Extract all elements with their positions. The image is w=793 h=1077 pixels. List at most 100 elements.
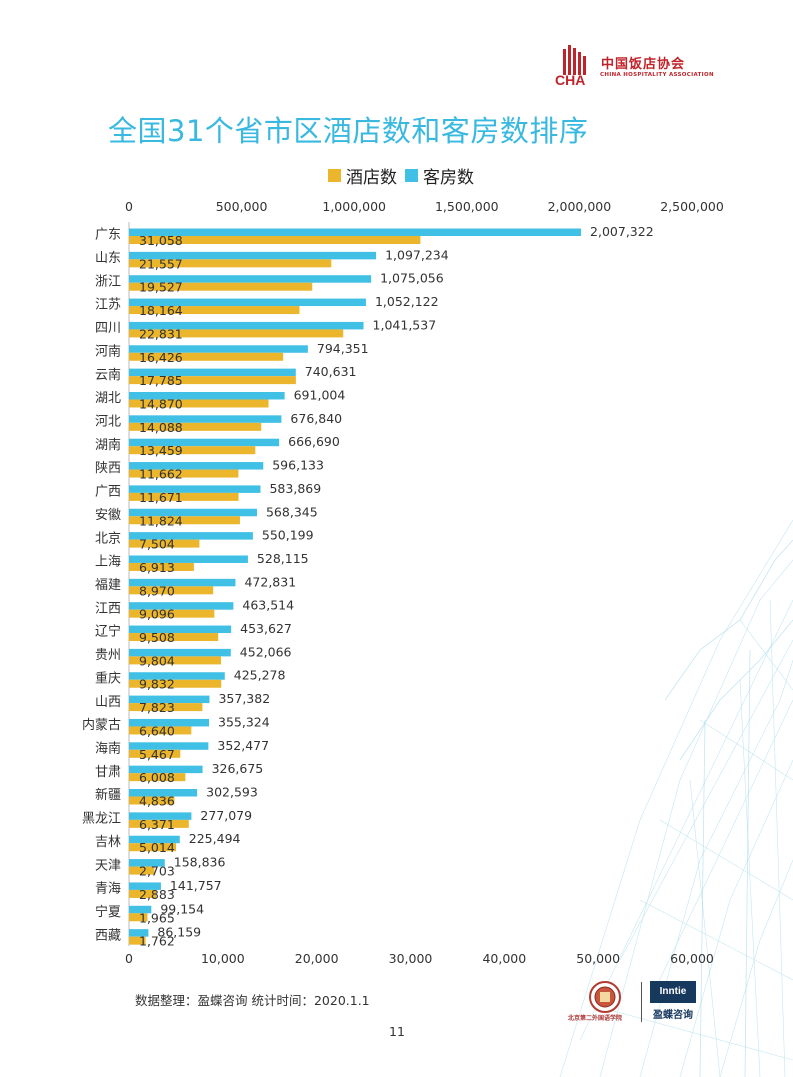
- rooms-bar: [129, 789, 198, 797]
- hotels-value-label: 2,703: [139, 864, 175, 879]
- hotels-value-label: 9,508: [139, 630, 175, 645]
- rooms-bar: [129, 415, 282, 423]
- category-label: 湖南: [95, 437, 121, 453]
- hotels-value-label: 5,467: [139, 747, 175, 762]
- category-label: 新疆: [95, 787, 121, 803]
- rooms-bar: [129, 859, 165, 867]
- hotels-value-label: 17,785: [139, 373, 183, 388]
- category-label: 福建: [95, 578, 121, 593]
- rooms-bar: [129, 929, 149, 937]
- rooms-bar: [129, 672, 225, 680]
- hotels-bar: [129, 609, 215, 618]
- inntie-logo: Inntie: [650, 981, 696, 1003]
- category-label: 安徽: [95, 508, 121, 523]
- hotels-bar: [129, 913, 148, 922]
- rooms-value-label: 1,097,234: [385, 247, 449, 262]
- category-label: 江苏: [95, 297, 121, 313]
- category-label: 广西: [95, 485, 121, 500]
- hotels-bar: [129, 259, 332, 268]
- hotels-value-label: 6,008: [139, 770, 175, 785]
- rooms-bar: [129, 228, 582, 236]
- rooms-value-label: 352,477: [217, 738, 269, 753]
- rooms-value-label: 141,757: [170, 878, 222, 893]
- rooms-bar: [129, 438, 280, 447]
- hotels-value-label: 14,088: [139, 420, 183, 435]
- hotels-bar: [129, 796, 175, 805]
- rooms-value-label: 355,324: [218, 714, 270, 729]
- bottom-axis-tick-label: 30,000: [389, 951, 433, 966]
- bottom-axis-tick-label: 40,000: [482, 951, 526, 966]
- rooms-bar: [129, 275, 372, 283]
- hotels-value-label: 18,164: [139, 303, 183, 318]
- hotels-bar: [129, 469, 239, 478]
- top-axis-tick-label: 1,000,000: [322, 199, 386, 214]
- category-label: 云南: [95, 367, 121, 383]
- bottom-axis-tick-label: 50,000: [576, 951, 620, 966]
- category-label: 广东: [95, 228, 121, 243]
- hotels-value-label: 6,913: [139, 560, 175, 575]
- category-label: 上海: [95, 555, 121, 570]
- hotels-value-label: 8,970: [139, 583, 175, 598]
- hotels-value-label: 2,883: [139, 887, 175, 902]
- rooms-value-label: 794,351: [317, 341, 369, 356]
- hotels-bar: [129, 446, 256, 455]
- top-axis-tick-label: 2,000,000: [548, 199, 612, 214]
- legend-item-rooms: 客房数: [405, 163, 474, 188]
- rooms-bar: [129, 882, 161, 890]
- hotels-bar: [129, 329, 344, 338]
- hotels-value-label: 1,965: [139, 910, 175, 925]
- hotels-value-label: 6,371: [139, 817, 175, 832]
- rooms-value-label: 225,494: [189, 831, 241, 846]
- hotels-value-label: 11,824: [139, 513, 183, 528]
- rooms-value-label: 326,675: [212, 761, 264, 776]
- hotels-value-label: 9,804: [139, 653, 175, 668]
- rooms-bar: [129, 742, 209, 750]
- category-label: 辽宁: [95, 624, 121, 640]
- rooms-value-label: 596,133: [272, 458, 324, 473]
- category-label: 湖北: [95, 391, 121, 406]
- category-label: 河南: [95, 343, 121, 359]
- hotels-value-label: 1,762: [139, 934, 175, 949]
- rooms-value-label: 277,079: [200, 808, 252, 823]
- hotels-bar: [129, 633, 219, 642]
- category-label: 四川: [95, 321, 121, 336]
- org-name-en: CHINA HOSPITALITY ASSOCIATION: [600, 72, 714, 78]
- rooms-value-label: 472,831: [244, 574, 296, 589]
- hotels-bar: [129, 236, 421, 244]
- hotels-value-label: 4,836: [139, 794, 175, 809]
- hotels-bar: [129, 936, 146, 945]
- category-label: 北京: [95, 531, 121, 546]
- cha-logo-icon: CHA: [555, 45, 586, 87]
- category-label: 海南: [95, 740, 121, 756]
- hotels-value-label: 19,527: [139, 280, 183, 295]
- hotels-bar: [129, 492, 239, 501]
- rooms-value-label: 1,052,122: [375, 294, 439, 309]
- rooms-value-label: 452,066: [240, 644, 292, 659]
- rooms-bar: [129, 368, 296, 377]
- academy-name: 北京第二外国语学院: [568, 1015, 623, 1022]
- hotels-value-label: 21,557: [139, 256, 183, 271]
- rooms-bar: [129, 485, 261, 493]
- rooms-value-label: 528,115: [257, 551, 309, 566]
- logo-divider: [641, 982, 642, 1022]
- hotels-value-label: 11,662: [139, 467, 183, 482]
- rooms-bar: [129, 835, 180, 844]
- rooms-value-label: 453,627: [240, 621, 292, 636]
- hotels-bar: [129, 586, 214, 595]
- category-label: 河北: [95, 415, 121, 430]
- hotels-value-label: 6,640: [139, 723, 175, 738]
- hotels-value-label: 13,459: [139, 443, 183, 458]
- rooms-bar: [129, 905, 152, 914]
- rooms-value-label: 158,836: [174, 855, 226, 870]
- partner-name: 盈蝶咨询: [653, 1010, 693, 1021]
- legend-swatch-rooms: [405, 169, 418, 182]
- top-axis-tick-label: 0: [125, 199, 133, 214]
- category-label: 内蒙古: [82, 717, 121, 733]
- rooms-bar: [129, 578, 236, 587]
- bottom-axis-tick-label: 20,000: [295, 951, 339, 966]
- hotels-bar: [129, 352, 284, 361]
- category-label: 吉林: [95, 835, 121, 850]
- hotels-value-label: 5,014: [139, 840, 175, 855]
- rooms-bar: [129, 462, 264, 470]
- rooms-value-label: 740,631: [305, 364, 357, 379]
